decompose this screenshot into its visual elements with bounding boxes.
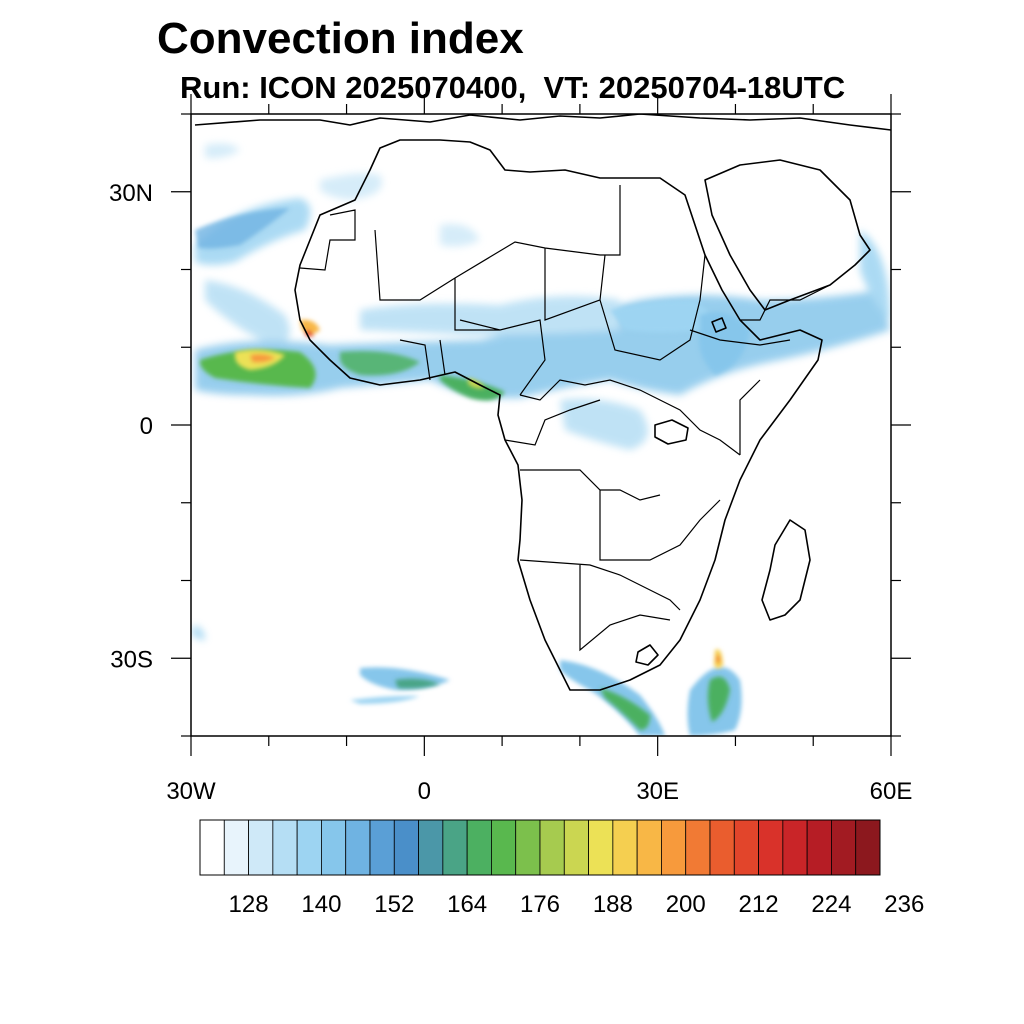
field-west-atlantic-mid [205,280,290,345]
colorbar-box [636,819,662,876]
colorbar-label: 188 [593,891,633,918]
lake-tana [711,317,727,333]
colorbar-box [393,819,419,876]
colorbar-box [733,819,759,876]
europe-coastline [194,114,891,131]
colorbar-outline [199,819,881,876]
x-tick-label: 60E [870,778,913,805]
field-south-atlantic-band-2 [350,695,420,704]
field-morocco [320,173,382,200]
colorbar-box [855,819,881,876]
convection-field [191,143,890,736]
colorbar-box [442,819,468,876]
field-sudan [610,300,708,333]
field-gulf-guinea-green [440,375,505,401]
colorbar-label: 224 [811,891,851,918]
field-south-atlantic-west [191,625,205,640]
colorbar-box [588,819,614,876]
colorbar-label: 200 [666,891,706,918]
field-ethiopia [699,312,750,375]
arabia-coastline [704,159,871,311]
field-atlantic-band [195,208,290,249]
colorbar-box [539,819,565,876]
colorbar-box [491,819,517,876]
field-iberia-west [205,143,240,159]
colorbar-box [758,819,784,876]
field-south-africa-green [600,688,650,730]
y-axis: 30N 0 30S [109,113,911,737]
y-tick-label: 0 [140,413,153,440]
field-south-atlantic-green [395,678,440,689]
field-sahel-north [360,296,620,335]
colorbar-label: 140 [301,891,341,918]
colorbar-box [272,819,298,876]
colorbar-label: 152 [374,891,414,918]
colorbar-box [296,819,322,876]
colorbar-box [418,819,444,876]
colorbar-box [466,819,492,876]
field-congo-basin [560,398,648,450]
field-madagascar-orange [716,654,720,663]
colorbar-box [661,819,687,876]
field-sahara-patch [440,224,480,247]
lake-victoria [654,419,689,445]
field-core-orange [250,354,275,363]
colorbar-label: 164 [447,891,487,918]
lesotho-border [635,644,659,666]
colorbar-box [515,819,541,876]
y-tick-label: 30N [109,180,153,207]
x-tick-label: 0 [418,778,431,805]
colorbar-box [685,819,711,876]
colorbar-box [345,819,371,876]
chart-subtitle: Run: ICON 2025070400, VT: 20250704-18UTC [180,70,846,105]
colorbar-box [369,819,395,876]
africa-coastline [294,139,823,691]
y-tick-label: 30S [110,646,153,673]
madagascar-coastline [761,519,811,621]
x-axis: 30W 0 30E 60E [166,94,912,805]
colorbar-box [563,819,589,876]
field-madagascar-front-green [707,676,730,722]
x-tick-label: 30W [166,778,216,805]
colorbar-box [223,819,249,876]
chart-title: Convection index [157,14,524,63]
colorbar-box [612,819,638,876]
colorbar-label: 236 [884,891,924,918]
colorbar-box [831,819,857,876]
colorbar-label: 212 [739,891,779,918]
country-borders [299,185,831,652]
colorbar-box [199,819,225,876]
colorbar-box [709,819,735,876]
colorbar-box [248,819,274,876]
colorbar-label: 176 [520,891,560,918]
colorbar-label: 128 [229,891,269,918]
colorbar-box [321,819,347,876]
colorbar-box [806,819,832,876]
colorbar-box [782,819,808,876]
colorbar: 128 140 152 164 176 188 200 212 224 236 [199,819,924,918]
coastlines [194,114,891,691]
field-west-africa-green [340,351,420,376]
x-tick-label: 30E [636,778,679,805]
